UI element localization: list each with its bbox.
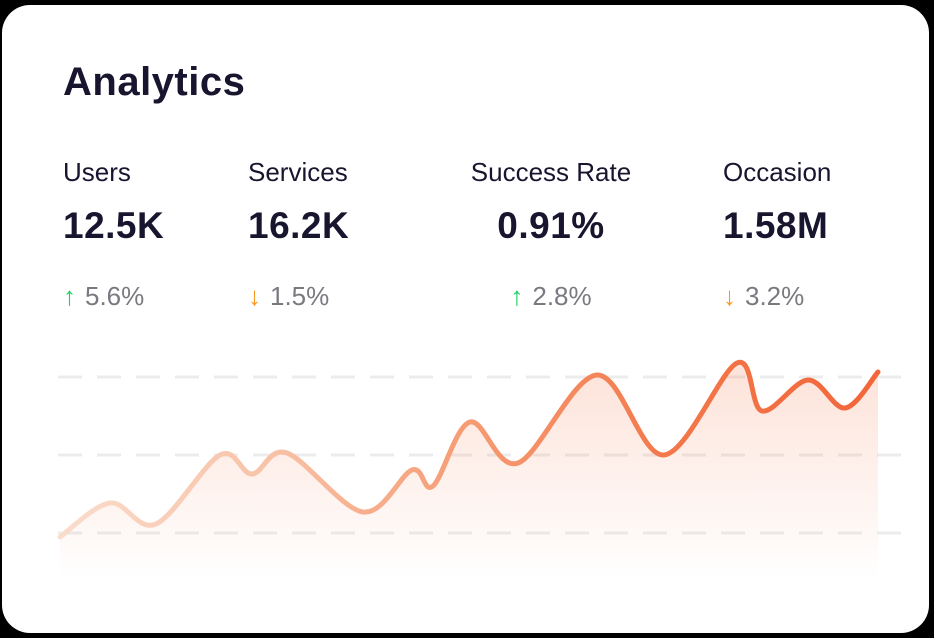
trend-down-icon: ↓ — [248, 281, 261, 311]
area-fill — [60, 362, 878, 580]
stat-value: 0.91% — [497, 205, 605, 246]
stat-value: 12.5K — [63, 205, 165, 246]
trend-up-icon: ↑ — [63, 281, 76, 311]
stat-label: Users — [63, 157, 131, 187]
trend-line — [57, 359, 881, 540]
stat-delta: ↑ 2.8% — [510, 281, 591, 311]
stat-users: Users 12.5K ↑ 5.6% — [63, 157, 164, 311]
stat-value: 1.58M — [723, 205, 829, 246]
stat-label: Services — [248, 157, 348, 187]
stat-delta-value: 1.5% — [270, 281, 330, 311]
stat-occasion: Occasion 1.58M ↓ 3.2% — [723, 157, 831, 311]
stat-success-rate: Success Rate 0.91% ↑ 2.8% — [456, 157, 646, 311]
stat-delta-value: 3.2% — [745, 281, 805, 311]
stat-label: Success Rate — [470, 157, 632, 187]
trend-down-icon: ↓ — [723, 281, 736, 311]
stat-label: Occasion — [723, 157, 832, 187]
stat-delta-value: 2.8% — [532, 281, 592, 311]
analytics-card: Analytics Users 12.5K ↑ 5.6% Services 16.2K ↓ 1… — [2, 5, 929, 633]
trend-area-chart — [57, 359, 904, 580]
stat-delta: ↑ 5.6% — [63, 281, 144, 311]
trend-up-icon: ↑ — [510, 281, 524, 311]
stat-delta: ↓ 3.2% — [723, 281, 804, 311]
card-title: Analytics — [63, 60, 246, 104]
stat-delta: ↓ 1.5% — [248, 281, 329, 311]
stat-value: 16.2K — [248, 205, 350, 246]
stat-services: Services 16.2K ↓ 1.5% — [248, 157, 349, 311]
stat-delta-value: 5.6% — [85, 281, 145, 311]
